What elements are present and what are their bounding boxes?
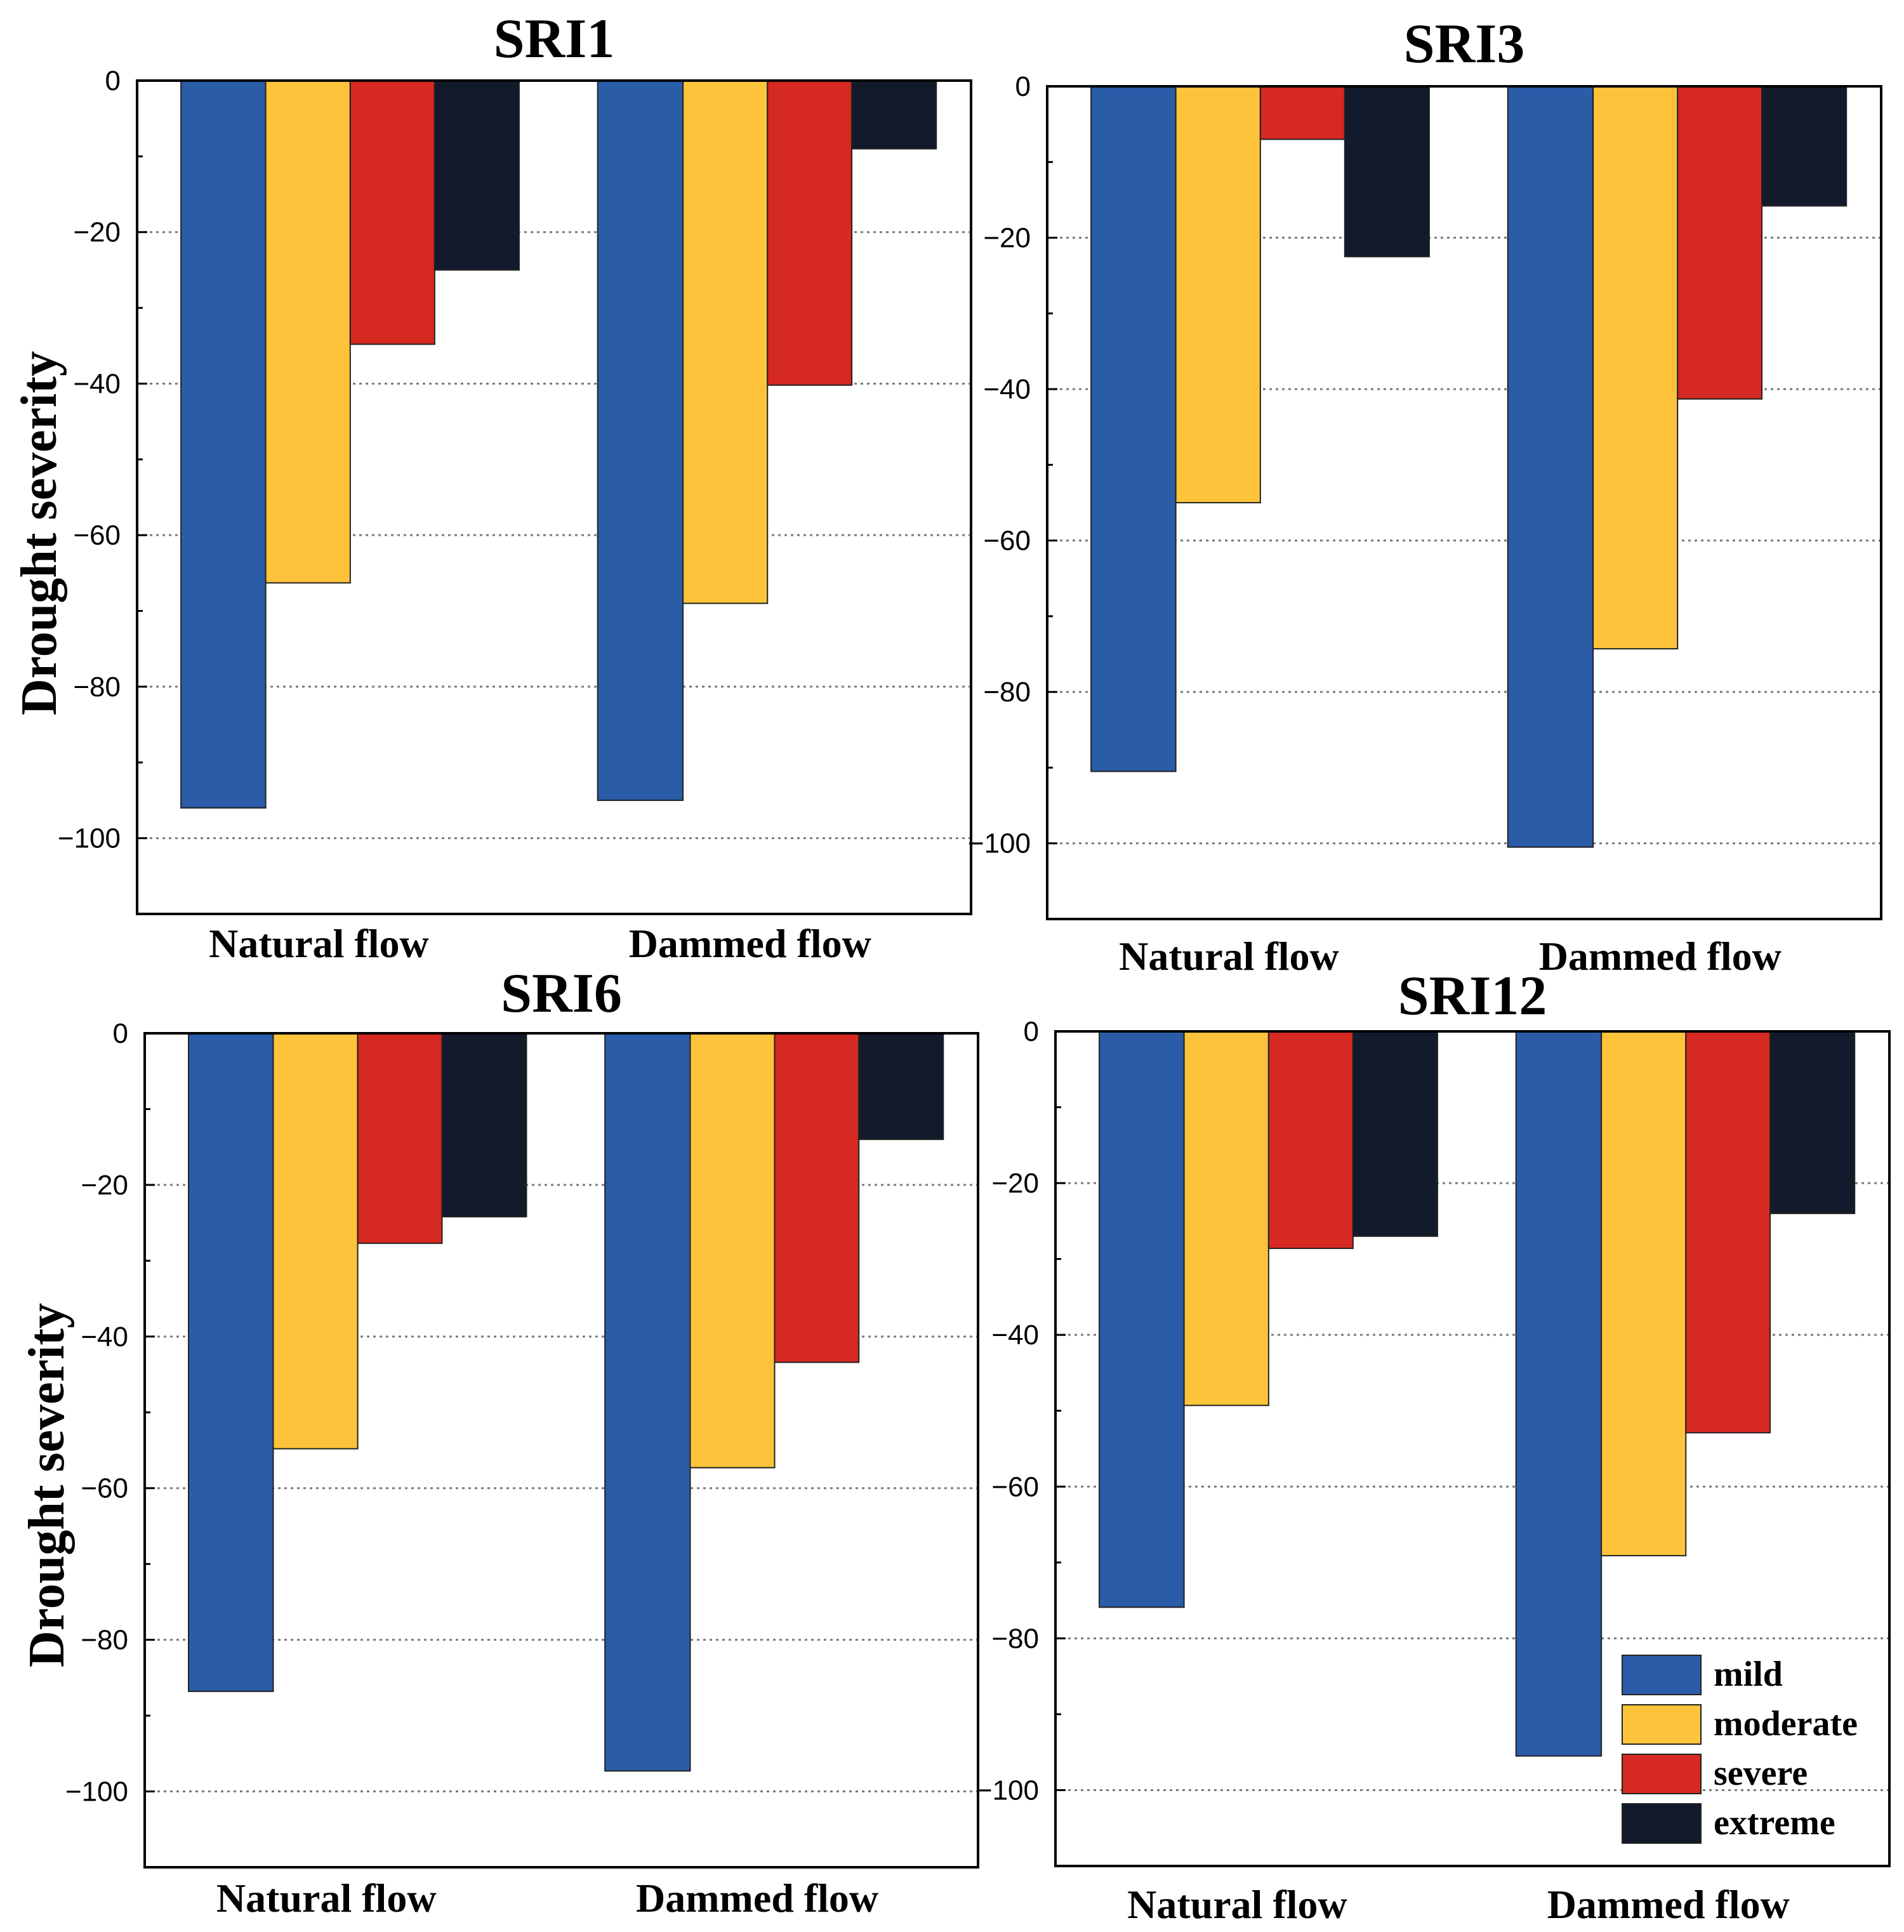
bar-mild-dammed <box>604 1033 691 1772</box>
bar-mild-dammed <box>1507 86 1594 848</box>
y-tick-label: −100 <box>968 828 1031 859</box>
y-tick-label: −80 <box>983 677 1031 708</box>
ylabel-bottom: Drought severity <box>19 1303 75 1667</box>
plot-frame <box>136 79 972 915</box>
y-tick-label: 0 <box>113 1018 128 1049</box>
bar-mild-natural <box>180 80 267 809</box>
y-tick-label: 0 <box>105 65 121 96</box>
legend-label-mild: mild <box>1714 1655 1783 1694</box>
bar-moderate-dammed <box>689 1033 776 1469</box>
y-tick-label: −20 <box>983 223 1031 254</box>
legend-label-moderate: moderate <box>1714 1704 1858 1743</box>
bar-severe-dammed <box>1685 1031 1771 1434</box>
y-tick-label: −80 <box>81 1625 128 1656</box>
bar-mild-natural <box>1090 86 1177 772</box>
chart-title: SRI12 <box>1398 965 1547 1027</box>
plot-frame <box>1054 1030 1891 1867</box>
y-tick-label: 0 <box>1015 71 1031 102</box>
bar-mild-natural <box>1099 1031 1185 1608</box>
legend-label-severe: severe <box>1714 1754 1808 1793</box>
bar-extreme-dammed <box>858 1033 944 1141</box>
chart-title: SRI3 <box>1404 13 1525 75</box>
y-axis-label-bottom: Drought severity <box>19 1303 75 1667</box>
y-tick-label: −60 <box>81 1473 128 1504</box>
bar-moderate-dammed <box>1601 1031 1687 1557</box>
bar-moderate-dammed <box>1592 86 1679 650</box>
y-tick-label: −60 <box>991 1471 1039 1502</box>
bar-mild-natural <box>188 1033 274 1692</box>
bar-moderate-natural <box>265 80 351 584</box>
plot-frame <box>1046 85 1882 920</box>
bar-extreme-natural <box>433 80 520 271</box>
y-tick-label: −80 <box>73 672 121 703</box>
y-tick-label: −60 <box>73 520 121 551</box>
plot-frame <box>143 1032 979 1869</box>
legend-swatch-mild <box>1622 1655 1702 1695</box>
y-tick-label: 0 <box>1024 1016 1039 1047</box>
x-category-label: Natural flow <box>209 921 429 966</box>
y-tick-label: −20 <box>73 217 121 248</box>
chart-title: SRI1 <box>494 8 615 70</box>
x-category-label: Natural flow <box>1119 934 1339 979</box>
bar-severe-natural <box>349 80 435 345</box>
x-category-label: Natural flow <box>216 1876 437 1921</box>
legend: mild moderate severe extreme <box>1622 1655 1858 1844</box>
y-tick-label: −100 <box>58 823 121 854</box>
x-category-label: Natural flow <box>1127 1882 1347 1927</box>
bar-severe-natural <box>357 1033 443 1244</box>
y-tick-label: −80 <box>991 1623 1039 1654</box>
y-axis-label-top: Drought severity <box>11 351 67 715</box>
legend-swatch-moderate <box>1622 1704 1702 1745</box>
y-tick-label: −40 <box>983 374 1031 405</box>
chart-panel-sri12: 0 −20 −40 −60 −80 −100 Natural flow Dammed flow… <box>976 965 1891 1927</box>
legend-swatch-extreme <box>1622 1803 1702 1844</box>
bar-severe-natural <box>1267 1031 1354 1249</box>
y-tick-label: −40 <box>81 1321 128 1353</box>
x-category-label: Dammed flow <box>629 921 871 966</box>
y-tick-label: −100 <box>976 1775 1039 1806</box>
chart-panel-sri6: 0 −20 −40 −60 −80 −100 Natural flow Dammed flow… <box>65 963 979 1921</box>
y-tick-label: −40 <box>73 368 121 399</box>
legend-label-extreme: extreme <box>1714 1803 1835 1843</box>
chart-panel-sri1: 0 −20 −40 −60 −80 −100 Natural flow Dammed flow… <box>58 8 972 966</box>
bar-moderate-natural <box>1175 86 1261 503</box>
x-category-label: Dammed flow <box>636 1876 878 1921</box>
bar-mild-dammed <box>597 80 684 801</box>
x-category-label: Dammed flow <box>1539 934 1782 979</box>
y-tick-label: −40 <box>991 1320 1039 1351</box>
bar-mild-dammed <box>1515 1031 1603 1757</box>
y-tick-label: −20 <box>81 1170 128 1201</box>
bar-severe-dammed <box>1677 86 1763 400</box>
bar-moderate-natural <box>272 1033 359 1450</box>
x-category-label: Dammed flow <box>1547 1882 1790 1927</box>
bar-extreme-dammed <box>851 80 937 150</box>
y-tick-label: −20 <box>991 1168 1039 1199</box>
bar-severe-dammed <box>767 80 853 386</box>
bar-extreme-natural <box>441 1033 527 1218</box>
bar-extreme-natural <box>1352 1031 1438 1237</box>
legend-swatch-severe <box>1622 1754 1702 1794</box>
bar-moderate-dammed <box>682 80 769 604</box>
bar-severe-natural <box>1259 86 1345 140</box>
chart-panel-sri3: 0 −20 −40 −60 −80 −100 Natural flow Dammed flow… <box>968 13 1882 979</box>
y-tick-label: −60 <box>983 526 1031 557</box>
bar-extreme-dammed <box>1769 1031 1856 1214</box>
ylabel-top: Drought severity <box>11 351 67 715</box>
bar-severe-dammed <box>774 1033 860 1363</box>
chart-title: SRI6 <box>501 963 622 1024</box>
bar-extreme-dammed <box>1761 86 1848 207</box>
bar-moderate-natural <box>1183 1031 1269 1406</box>
y-tick-label: −100 <box>65 1777 128 1808</box>
bar-extreme-natural <box>1344 86 1430 258</box>
